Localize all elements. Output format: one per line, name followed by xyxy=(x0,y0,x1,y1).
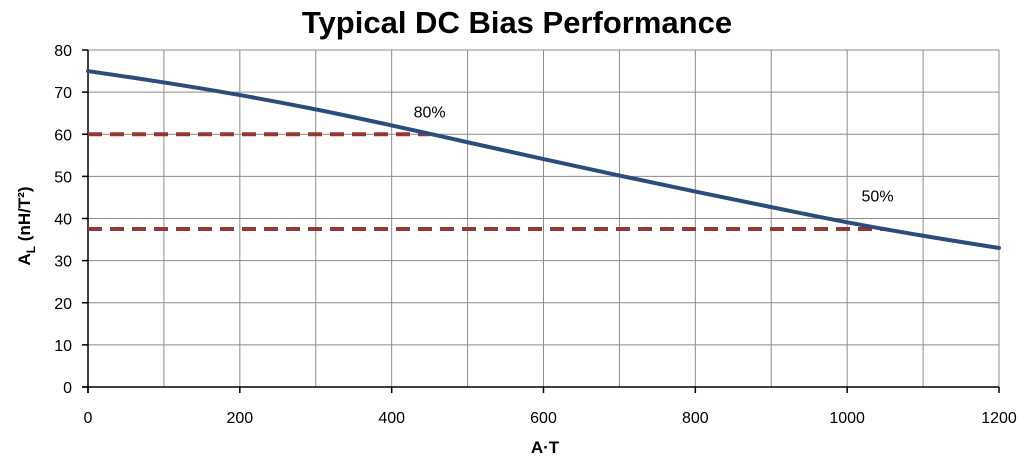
y-tick-label: 0 xyxy=(63,380,72,397)
y-tick-label: 70 xyxy=(54,85,72,102)
x-tick-label: 200 xyxy=(226,410,253,427)
y-tick-label: 80 xyxy=(54,43,72,60)
y-tick-label: 60 xyxy=(54,127,72,144)
y-axis-label-main: A xyxy=(15,253,34,265)
y-tick-label: 50 xyxy=(54,169,72,186)
y-tick-label: 20 xyxy=(54,296,72,313)
axes xyxy=(82,49,1000,393)
series xyxy=(86,69,1001,250)
y-axis-label-rest: (nH/T²) xyxy=(15,186,34,245)
y-axis-label-sub: L xyxy=(24,246,38,253)
x-tick-label: 400 xyxy=(378,410,405,427)
y-axis-label: AL (nH/T²) xyxy=(15,186,38,265)
reference-label-50pct: 50% xyxy=(862,189,894,206)
x-axis-label: A·T xyxy=(531,438,560,457)
x-tick-label: 600 xyxy=(530,410,557,427)
reference-lines: 80% 50% xyxy=(88,104,894,232)
grid xyxy=(87,49,1000,388)
series-line xyxy=(86,69,1001,250)
x-tick-label: 1200 xyxy=(981,410,1017,427)
x-tick-label: 1000 xyxy=(829,410,865,427)
y-tick-label: 40 xyxy=(54,212,72,229)
y-tick-label: 30 xyxy=(54,254,72,271)
x-tick-label: 0 xyxy=(84,410,93,427)
y-tick-label: 10 xyxy=(54,338,72,355)
x-tick-label: 800 xyxy=(682,410,709,427)
reference-label-80pct: 80% xyxy=(414,104,446,121)
chart-title: Typical DC Bias Performance xyxy=(302,5,732,40)
